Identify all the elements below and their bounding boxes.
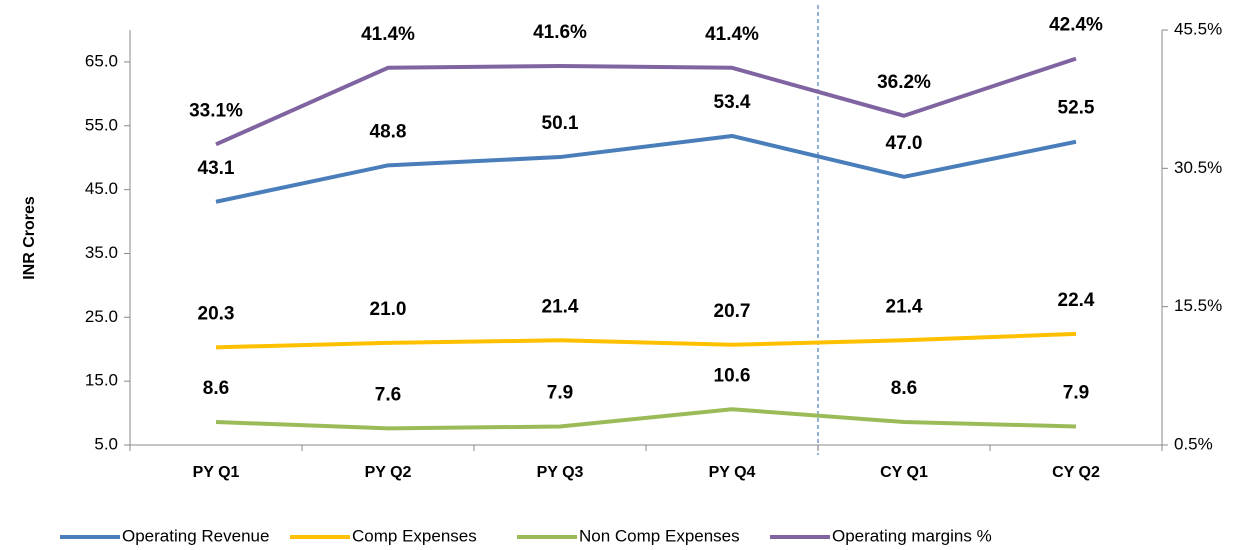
y-axis-label: INR Crores xyxy=(21,196,38,280)
data-label: 36.2% xyxy=(877,72,931,93)
data-label: 21.4 xyxy=(886,296,923,317)
data-label: 50.1 xyxy=(542,113,579,134)
y2-tick-label: 30.5% xyxy=(1174,158,1222,177)
y-tick-label: 15.0 xyxy=(85,371,118,390)
data-label: 8.6 xyxy=(891,378,917,399)
x-tick-label: PY Q3 xyxy=(537,464,584,481)
data-label: 43.1 xyxy=(198,158,235,179)
x-tick-label: PY Q2 xyxy=(365,464,412,481)
y-tick-label: 5.0 xyxy=(94,434,118,453)
data-label: 7.6 xyxy=(375,384,401,405)
data-label: 8.6 xyxy=(203,378,229,399)
data-label: 47.0 xyxy=(886,133,923,154)
data-label: 42.4% xyxy=(1049,15,1103,36)
legend-label: Operating margins % xyxy=(832,526,992,545)
x-tick-label: CY Q1 xyxy=(880,464,928,481)
y-tick-label: 55.0 xyxy=(85,115,118,134)
series-line xyxy=(215,331,1077,350)
data-label: 10.6 xyxy=(714,365,751,386)
x-tick-label: CY Q2 xyxy=(1052,464,1100,481)
data-label: 20.3 xyxy=(198,303,235,324)
data-label: 41.4% xyxy=(361,24,415,45)
data-label: 53.4 xyxy=(714,92,751,113)
data-label: 33.1% xyxy=(189,100,243,121)
data-label: 41.4% xyxy=(705,24,759,45)
y2-tick-label: 0.5% xyxy=(1174,434,1213,453)
data-label: 41.6% xyxy=(533,22,587,43)
data-label: 22.4 xyxy=(1058,290,1095,311)
data-label: 52.5 xyxy=(1058,98,1095,119)
y-tick-label: 45.0 xyxy=(85,179,118,198)
data-label: 48.8 xyxy=(370,121,407,142)
series-line xyxy=(215,407,1077,431)
data-label: 21.4 xyxy=(542,296,579,317)
x-tick-label: PY Q4 xyxy=(709,464,756,481)
x-tick-label: PY Q1 xyxy=(193,464,240,481)
data-label: 20.7 xyxy=(714,301,751,322)
legend-label: Operating Revenue xyxy=(122,526,269,545)
series-line xyxy=(215,56,1077,147)
legend-label: Non Comp Expenses xyxy=(579,526,740,545)
y-tick-label: 65.0 xyxy=(85,51,118,70)
legend-label: Comp Expenses xyxy=(352,526,477,545)
data-label: 7.9 xyxy=(1063,383,1089,404)
series-line xyxy=(215,133,1077,204)
y-tick-label: 35.0 xyxy=(85,243,118,262)
y2-tick-label: 45.5% xyxy=(1174,19,1222,38)
data-label: 21.0 xyxy=(370,299,407,320)
y2-tick-label: 15.5% xyxy=(1174,296,1222,315)
data-label: 7.9 xyxy=(547,383,573,404)
y-tick-label: 25.0 xyxy=(85,307,118,326)
